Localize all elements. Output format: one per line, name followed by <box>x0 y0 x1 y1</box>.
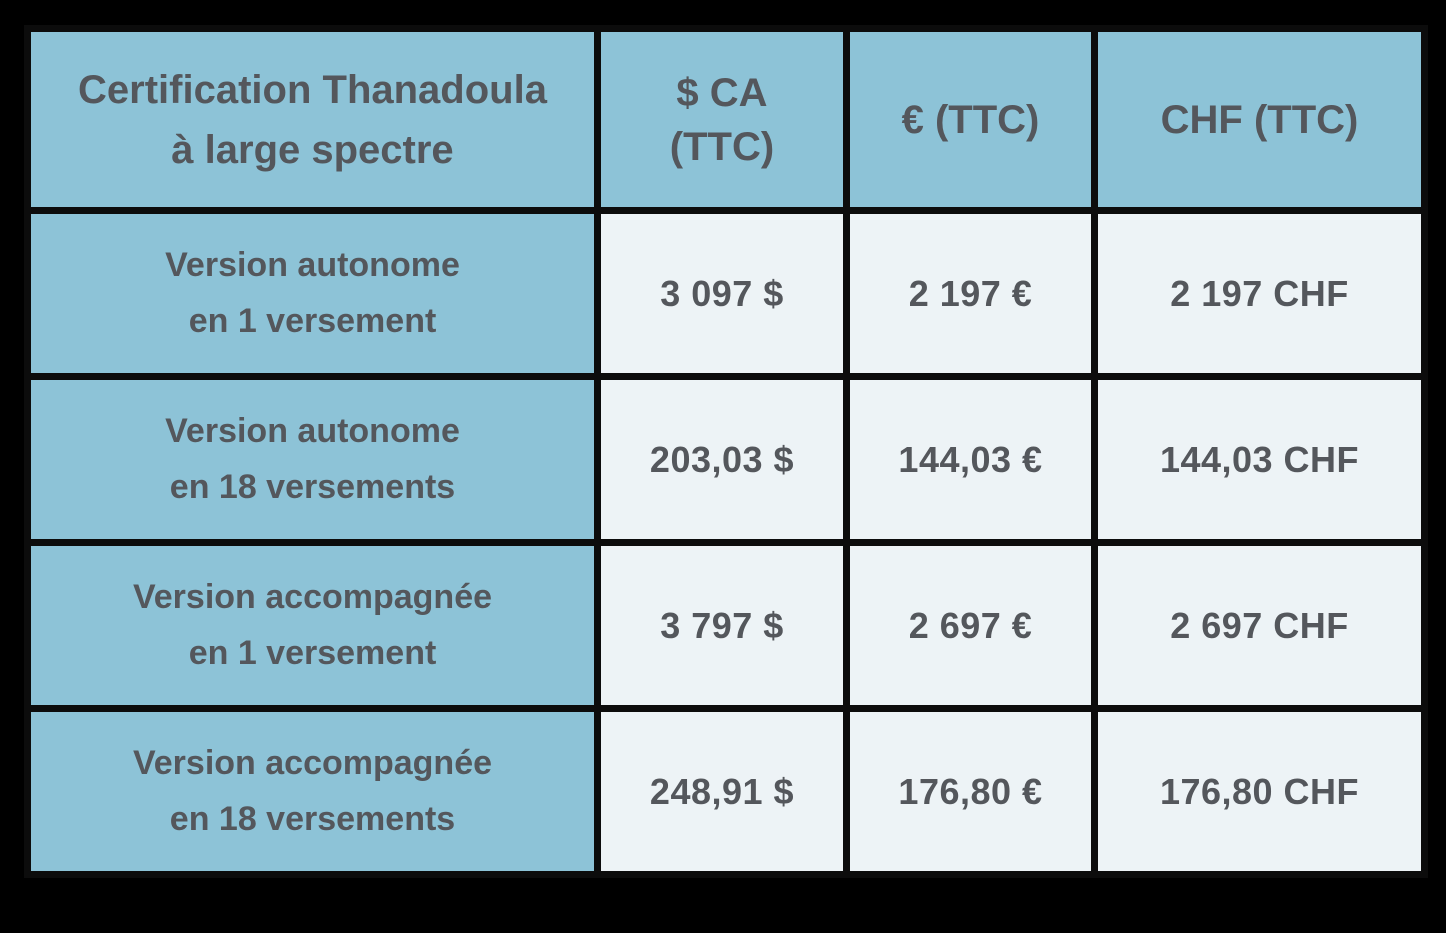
price-cad: 3 797 $ <box>594 539 850 712</box>
price-cad-value: 3 097 $ <box>660 272 784 314</box>
price-cad: 248,91 $ <box>594 705 850 878</box>
row-label-line1: Version accompagnée <box>132 744 493 783</box>
header-product-line1: Certification Thanadoula <box>78 67 547 112</box>
table-header-row: Certification Thanadoula à large spectre… <box>24 25 1428 214</box>
price-eur-value: 176,80 € <box>898 770 1043 812</box>
price-eur: 176,80 € <box>843 705 1098 878</box>
price-chf: 144,03 CHF <box>1091 373 1428 546</box>
row-label-line1: Version autonome <box>165 246 460 285</box>
price-cad-value: 3 797 $ <box>660 604 784 646</box>
price-cad-value: 248,91 $ <box>649 770 795 812</box>
price-chf-value: 2 697 CHF <box>1170 604 1349 646</box>
row-label-line2: en 18 versements <box>169 467 456 506</box>
header-chf-label: CHF (TTC) <box>1160 97 1359 142</box>
price-chf-value: 176,80 CHF <box>1159 770 1360 812</box>
price-chf: 2 697 CHF <box>1091 539 1428 712</box>
price-eur-value: 2 197 € <box>908 272 1033 314</box>
header-eur: € (TTC) <box>843 25 1098 214</box>
price-chf-value: 144,03 CHF <box>1159 438 1360 480</box>
row-label: Version autonome en 18 versements <box>24 373 601 546</box>
header-cad-line2: (TTC) <box>669 124 775 169</box>
table-row: Version autonome en 18 versements 203,03… <box>24 373 1428 546</box>
table-row: Version accompagnée en 18 versements 248… <box>24 705 1428 878</box>
header-cad-line1: $ CA <box>676 70 768 115</box>
header-eur-label: € (TTC) <box>901 97 1040 142</box>
price-eur: 2 697 € <box>843 539 1098 712</box>
price-chf-value: 2 197 CHF <box>1170 272 1349 314</box>
row-label: Version autonome en 1 versement <box>24 207 601 380</box>
price-cad-value: 203,03 $ <box>649 438 795 480</box>
price-chf: 2 197 CHF <box>1091 207 1428 380</box>
header-chf: CHF (TTC) <box>1091 25 1428 214</box>
price-eur-value: 2 697 € <box>908 604 1033 646</box>
price-eur-value: 144,03 € <box>898 438 1043 480</box>
row-label-line2: en 18 versements <box>169 799 456 838</box>
table-row: Version accompagnée en 1 versement 3 797… <box>24 539 1428 712</box>
row-label-line2: en 1 versement <box>188 301 437 340</box>
price-eur: 144,03 € <box>843 373 1098 546</box>
row-label: Version accompagnée en 1 versement <box>24 539 601 712</box>
row-label: Version accompagnée en 18 versements <box>24 705 601 878</box>
price-cad: 3 097 $ <box>594 207 850 380</box>
table-row: Version autonome en 1 versement 3 097 $ … <box>24 207 1428 380</box>
row-label-line1: Version accompagnée <box>132 578 493 617</box>
price-cad: 203,03 $ <box>594 373 850 546</box>
header-cad: $ CA (TTC) <box>594 25 850 214</box>
price-chf: 176,80 CHF <box>1091 705 1428 878</box>
pricing-table: Certification Thanadoula à large spectre… <box>24 25 1428 878</box>
header-product-line2: à large spectre <box>171 127 454 172</box>
row-label-line2: en 1 versement <box>188 633 437 672</box>
header-product: Certification Thanadoula à large spectre <box>24 25 601 214</box>
price-eur: 2 197 € <box>843 207 1098 380</box>
row-label-line1: Version autonome <box>165 412 460 451</box>
